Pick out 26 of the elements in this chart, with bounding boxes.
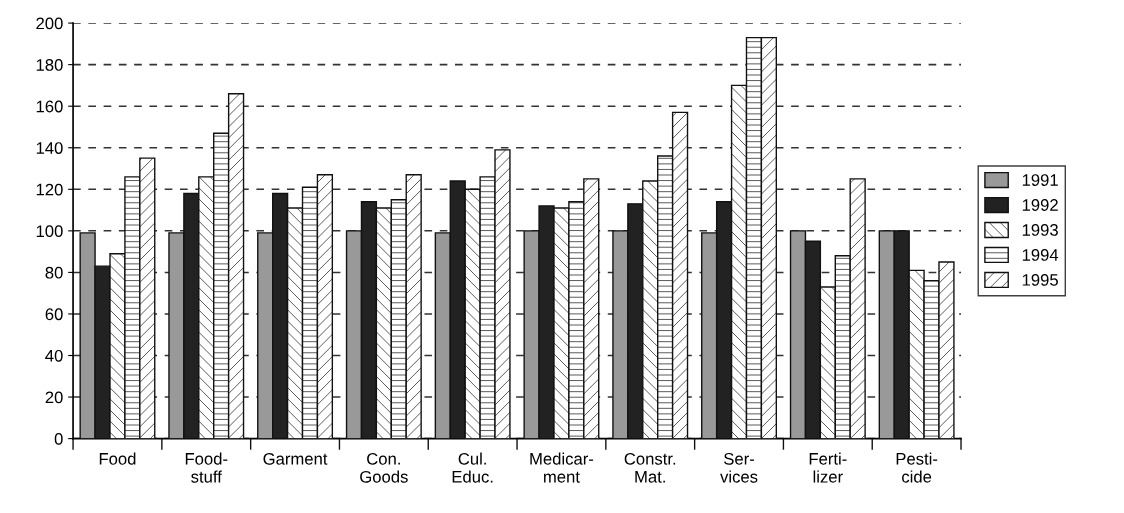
x-tick-label: Ser- vices <box>720 452 758 483</box>
y-tick-label: 20 <box>45 391 63 404</box>
legend-label: 1994 <box>1022 249 1059 261</box>
legend-label: 1991 <box>1022 174 1058 186</box>
y-tick-label: 120 <box>36 183 63 196</box>
x-tick-label: Medicar- ment <box>530 452 594 483</box>
y-tick-label: 100 <box>36 225 63 238</box>
y-tick-label: 0 <box>54 433 63 445</box>
legend-label: 1995 <box>1022 273 1058 286</box>
x-tick-label: Constr. Mat. <box>624 452 676 483</box>
y-tick-label: 180 <box>36 59 63 71</box>
y-tick-label: 60 <box>45 308 63 321</box>
legend-label: 1992 <box>1022 199 1058 211</box>
legend-label: 1993 <box>1022 224 1058 236</box>
x-tick-label: Cul. Educ. <box>452 452 493 483</box>
x-tick-label: Food- stuff <box>185 452 228 483</box>
y-tick-label: 140 <box>36 142 63 154</box>
y-tick-label: 40 <box>45 349 63 362</box>
y-tick-label: 160 <box>36 100 63 113</box>
y-tick-label: 80 <box>45 266 63 279</box>
x-tick-label: Garment <box>263 452 328 465</box>
x-tick-label: Ferti- lizer <box>809 452 847 483</box>
x-tick-label: Pesti- cide <box>896 452 938 483</box>
x-tick-label: Food <box>99 452 136 465</box>
x-tick-label: Con. Goods <box>360 452 408 483</box>
y-tick-label: 200 <box>36 17 63 30</box>
